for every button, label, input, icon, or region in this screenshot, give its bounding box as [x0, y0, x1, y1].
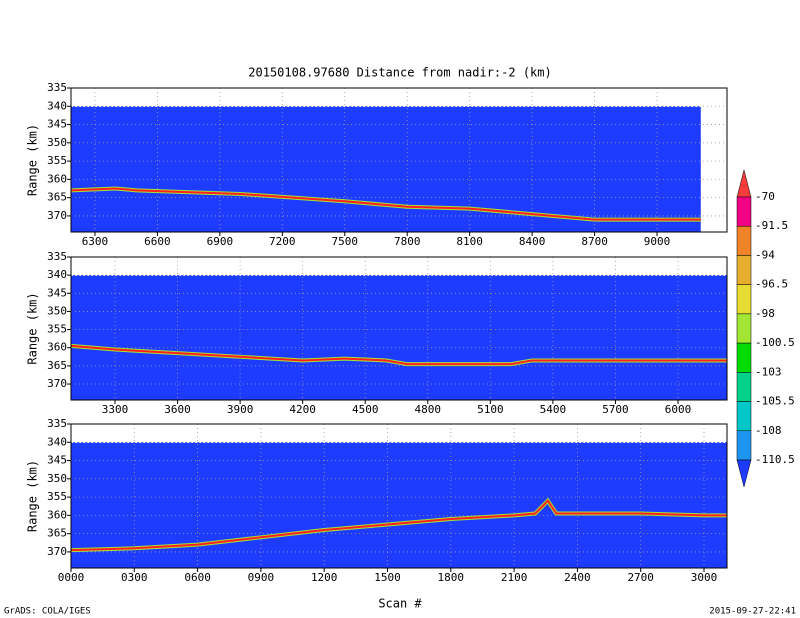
x-tick-label: 7500: [332, 235, 359, 248]
colorbar-box: [736, 372, 752, 402]
echo-region: [71, 442, 727, 568]
y-tick-label: 370: [47, 377, 67, 390]
colorbar-label: -110.5: [755, 453, 795, 466]
x-tick-label: 5700: [602, 403, 629, 416]
plot-frame: [70, 256, 728, 401]
x-tick-label: 1800: [438, 571, 465, 584]
colorbar-box: [736, 430, 752, 461]
y-tick-label: 350: [47, 472, 67, 485]
y-tick-label: 340: [47, 99, 67, 112]
y-tick-label: 335: [47, 250, 67, 263]
x-tick-label: 8400: [519, 235, 546, 248]
y-tick-label: 345: [47, 286, 67, 299]
y-tick-label: 340: [47, 268, 67, 281]
colorbar-label: -108: [755, 424, 782, 437]
colorbar-label: -100.5: [755, 336, 795, 349]
x-axis-label: Scan #: [378, 597, 422, 611]
x-tick-label: 2100: [501, 571, 528, 584]
x-tick-label: 1200: [311, 571, 338, 584]
colorbar-box: [736, 401, 752, 432]
x-tick-label: 4200: [289, 403, 316, 416]
x-tick-label: 6300: [82, 235, 109, 248]
x-tick-label: 6000: [665, 403, 692, 416]
x-tick-label: 0000: [58, 571, 85, 584]
y-tick-label: 370: [47, 209, 67, 222]
y-tick-label: 340: [47, 435, 67, 448]
x-tick-label: 4800: [415, 403, 442, 416]
x-tick-label: 4500: [352, 403, 379, 416]
x-tick-label: 5400: [540, 403, 567, 416]
colorbar-label: -96.5: [755, 278, 788, 291]
y-tick-label: 355: [47, 490, 67, 503]
colorbar-box: [736, 196, 752, 227]
colorbar-box: [736, 342, 752, 373]
colorbar-box: [736, 255, 752, 285]
x-tick-label: 0900: [248, 571, 275, 584]
surface-line: [70, 344, 727, 366]
y-tick-label: 365: [47, 359, 67, 372]
footer-right: 2015-09-27-22:41: [709, 607, 796, 617]
colorbar-label: -94: [755, 248, 775, 261]
plot-frame: [70, 87, 728, 233]
x-tick-label: 5100: [477, 403, 504, 416]
x-tick-label: 6600: [144, 235, 171, 248]
x-tick-label: 8700: [581, 235, 608, 248]
surface-line: [70, 499, 727, 552]
y-tick-label: 365: [47, 191, 67, 204]
y-axis-label: Range (km): [26, 124, 40, 196]
colorbar-label: -91.5: [755, 219, 788, 232]
y-tick-label: 360: [47, 341, 67, 354]
colorbar-label: -70: [755, 190, 775, 203]
y-tick-label: 360: [47, 508, 67, 521]
y-tick-label: 335: [47, 417, 67, 430]
x-tick-label: 9000: [644, 235, 671, 248]
echo-region: [71, 275, 727, 400]
colorbar-triangle: [736, 459, 752, 488]
y-tick-label: 350: [47, 304, 67, 317]
y-tick-label: 350: [47, 136, 67, 149]
x-tick-label: 6900: [207, 235, 234, 248]
footer-left: GrADS: COLA/IGES: [4, 607, 91, 617]
title: 20150108.97680 Distance from nadir:-2 (k…: [248, 66, 551, 80]
x-tick-label: 3000: [691, 571, 718, 584]
colorbar-triangle: [736, 169, 752, 198]
y-tick-label: 365: [47, 527, 67, 540]
colorbar-box: [736, 284, 752, 315]
colorbar-label: -105.5: [755, 395, 795, 408]
y-axis-label: Range (km): [26, 460, 40, 532]
x-tick-label: 2400: [564, 571, 591, 584]
x-tick-label: 3300: [102, 403, 129, 416]
x-tick-label: 3600: [164, 403, 191, 416]
x-tick-label: 0300: [121, 571, 148, 584]
y-tick-label: 345: [47, 118, 67, 131]
y-tick-label: 345: [47, 454, 67, 467]
x-tick-label: 3900: [227, 403, 254, 416]
y-tick-label: 355: [47, 323, 67, 336]
colorbar-label: -98: [755, 307, 775, 320]
y-tick-label: 355: [47, 154, 67, 167]
colorbar-box: [736, 313, 752, 344]
y-tick-label: 370: [47, 545, 67, 558]
y-tick-label: 335: [47, 81, 67, 94]
x-tick-label: 7200: [269, 235, 296, 248]
x-tick-label: 0600: [184, 571, 211, 584]
echo-region: [71, 106, 701, 232]
y-axis-label: Range (km): [26, 292, 40, 364]
x-tick-label: 8100: [456, 235, 483, 248]
y-tick-label: 360: [47, 172, 67, 185]
colorbar-label: -103: [755, 365, 782, 378]
x-tick-label: 2700: [627, 571, 654, 584]
x-tick-label: 7800: [394, 235, 421, 248]
colorbar-box: [736, 225, 752, 256]
plot-frame: [70, 423, 728, 569]
x-tick-label: 1500: [374, 571, 401, 584]
surface-line: [70, 187, 701, 221]
